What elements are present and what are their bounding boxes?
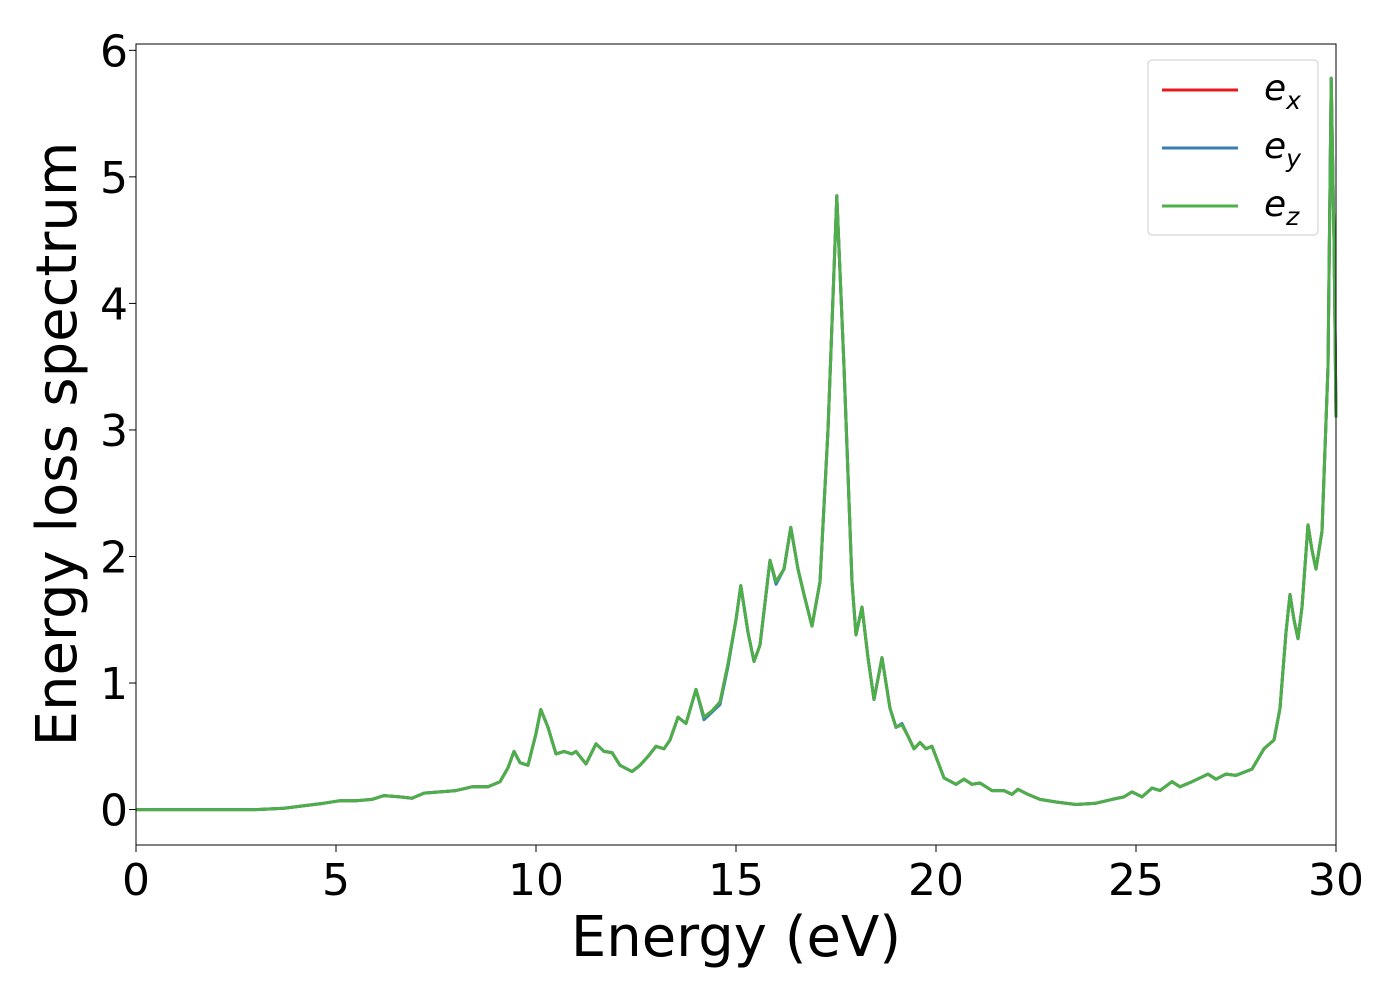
legend-item-e-x: ex bbox=[1162, 68, 1301, 115]
legend-label: ex bbox=[1264, 68, 1301, 115]
series-line-e-z bbox=[136, 76, 1338, 812]
x-tick-label: 10 bbox=[508, 855, 564, 906]
y-axis-ticks: 0 1 2 3 4 5 6 bbox=[100, 26, 136, 837]
legend-item-e-y: ey bbox=[1162, 126, 1302, 173]
y-tick-label: 5 bbox=[100, 153, 128, 204]
x-axis-ticks: 0 5 10 15 20 25 30 bbox=[122, 845, 1364, 906]
legend: ex ey ez bbox=[1147, 59, 1319, 236]
x-axis-label: Energy (eV) bbox=[571, 905, 901, 970]
x-tick-label: 0 bbox=[122, 855, 150, 906]
x-tick-label: 25 bbox=[1108, 855, 1164, 906]
y-tick-label: 0 bbox=[100, 786, 128, 837]
y-tick-label: 4 bbox=[100, 279, 128, 330]
x-tick-label: 30 bbox=[1308, 855, 1364, 906]
x-tick-label: 5 bbox=[322, 855, 350, 906]
x-tick-label: 20 bbox=[908, 855, 964, 906]
y-axis-label: Energy loss spectrum bbox=[25, 142, 90, 747]
y-tick-label: 3 bbox=[100, 406, 128, 457]
legend-item-e-z: ez bbox=[1162, 184, 1300, 231]
y-tick-label: 6 bbox=[100, 26, 128, 77]
legend-label: ez bbox=[1264, 184, 1300, 231]
series-layer bbox=[136, 76, 1338, 812]
legend-label: ey bbox=[1264, 126, 1302, 173]
y-tick-label: 1 bbox=[100, 659, 128, 710]
x-tick-label: 15 bbox=[708, 855, 764, 906]
y-tick-label: 2 bbox=[100, 532, 128, 583]
